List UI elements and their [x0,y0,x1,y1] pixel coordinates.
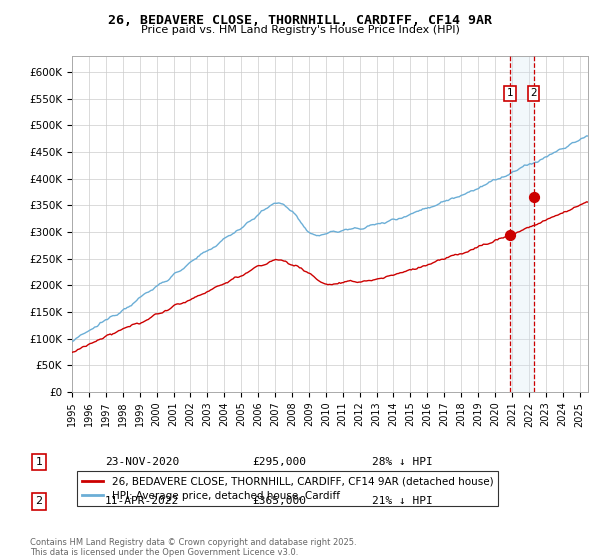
Text: 28% ↓ HPI: 28% ↓ HPI [372,457,433,467]
Text: Price paid vs. HM Land Registry's House Price Index (HPI): Price paid vs. HM Land Registry's House … [140,25,460,35]
Point [505,230,515,239]
Text: 11-APR-2022: 11-APR-2022 [105,496,179,506]
Text: 2: 2 [35,496,43,506]
Text: 2: 2 [530,88,537,99]
Text: 21% ↓ HPI: 21% ↓ HPI [372,496,433,506]
Text: 1: 1 [507,88,514,99]
Legend: 26, BEDAVERE CLOSE, THORNHILL, CARDIFF, CF14 9AR (detached house), HPI: Average : 26, BEDAVERE CLOSE, THORNHILL, CARDIFF, … [77,471,499,506]
Text: 26, BEDAVERE CLOSE, THORNHILL, CARDIFF, CF14 9AR: 26, BEDAVERE CLOSE, THORNHILL, CARDIFF, … [108,14,492,27]
Text: Contains HM Land Registry data © Crown copyright and database right 2025.
This d: Contains HM Land Registry data © Crown c… [30,538,356,557]
Text: £365,000: £365,000 [252,496,306,506]
Point [529,193,538,202]
Bar [510,56,533,392]
Text: 1: 1 [35,457,43,467]
Text: 23-NOV-2020: 23-NOV-2020 [105,457,179,467]
Text: £295,000: £295,000 [252,457,306,467]
